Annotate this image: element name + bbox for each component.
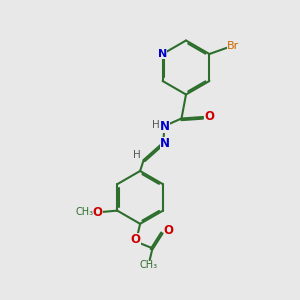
Text: H: H xyxy=(133,149,141,160)
Text: O: O xyxy=(205,110,215,124)
Text: O: O xyxy=(164,224,174,238)
Text: CH₃: CH₃ xyxy=(75,207,93,217)
Text: CH₃: CH₃ xyxy=(140,260,158,271)
Text: H: H xyxy=(152,119,159,130)
Text: N: N xyxy=(158,49,167,59)
Text: N: N xyxy=(160,137,170,150)
Text: O: O xyxy=(93,206,103,219)
Text: N: N xyxy=(160,120,170,134)
Text: Br: Br xyxy=(227,41,239,51)
Text: O: O xyxy=(130,233,141,246)
